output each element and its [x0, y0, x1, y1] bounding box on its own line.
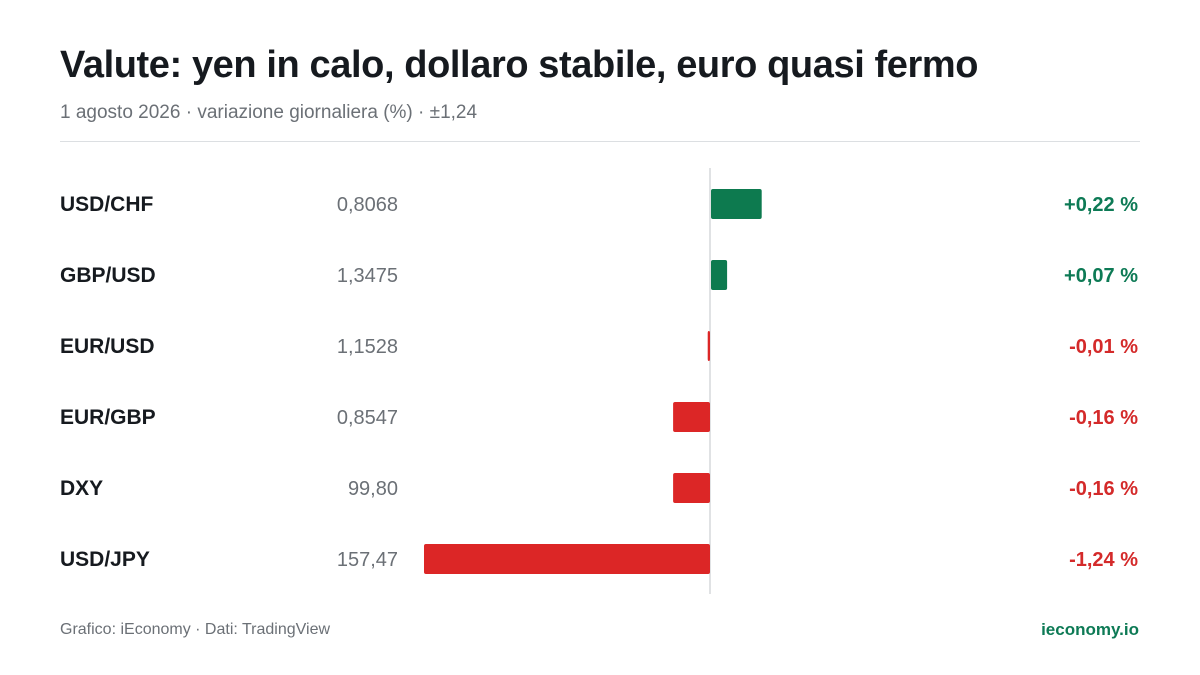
category-label: EUR/GBP [60, 406, 156, 429]
chart-rows: USD/CHF 0,8068 +0,22 % GBP/USD 1,3475 +0,07 %… [60, 189, 1138, 574]
bar-gbp-usd [711, 260, 728, 290]
category-label: EUR/USD [60, 335, 155, 358]
value-label: -0,16 % [1069, 478, 1138, 500]
price-label: 0,8068 [337, 194, 398, 216]
footer-brand-link[interactable]: ieconomy.io [1041, 620, 1139, 639]
value-label: -0,01 % [1069, 336, 1138, 358]
chart-subtitle: 1 agosto 2026 · variazione giornaliera (… [60, 102, 478, 123]
value-label: -0,16 % [1069, 407, 1138, 429]
price-label: 99,80 [348, 478, 398, 500]
category-label: DXY [60, 477, 103, 500]
bar-eur-usd [707, 331, 710, 361]
category-label: GBP/USD [60, 264, 156, 287]
price-label: 1,1528 [337, 336, 398, 358]
category-label: USD/CHF [60, 193, 154, 216]
price-label: 0,8547 [337, 407, 398, 429]
bar-usd-jpy [424, 544, 710, 574]
footer-source: Grafico: iEconomy · Dati: TradingView [60, 621, 331, 638]
value-label: +0,07 % [1064, 265, 1138, 287]
value-label: +0,22 % [1064, 194, 1138, 216]
bar-usd-chf [711, 189, 762, 219]
chart-title: Valute: yen in calo, dollaro stabile, eu… [60, 44, 979, 86]
bar-eur-gbp [673, 402, 710, 432]
value-label: -1,24 % [1069, 549, 1138, 571]
price-label: 1,3475 [337, 265, 398, 287]
header-divider [60, 141, 1140, 142]
price-label: 157,47 [337, 549, 398, 571]
category-label: USD/JPY [60, 548, 150, 571]
bar-dxy [673, 473, 710, 503]
